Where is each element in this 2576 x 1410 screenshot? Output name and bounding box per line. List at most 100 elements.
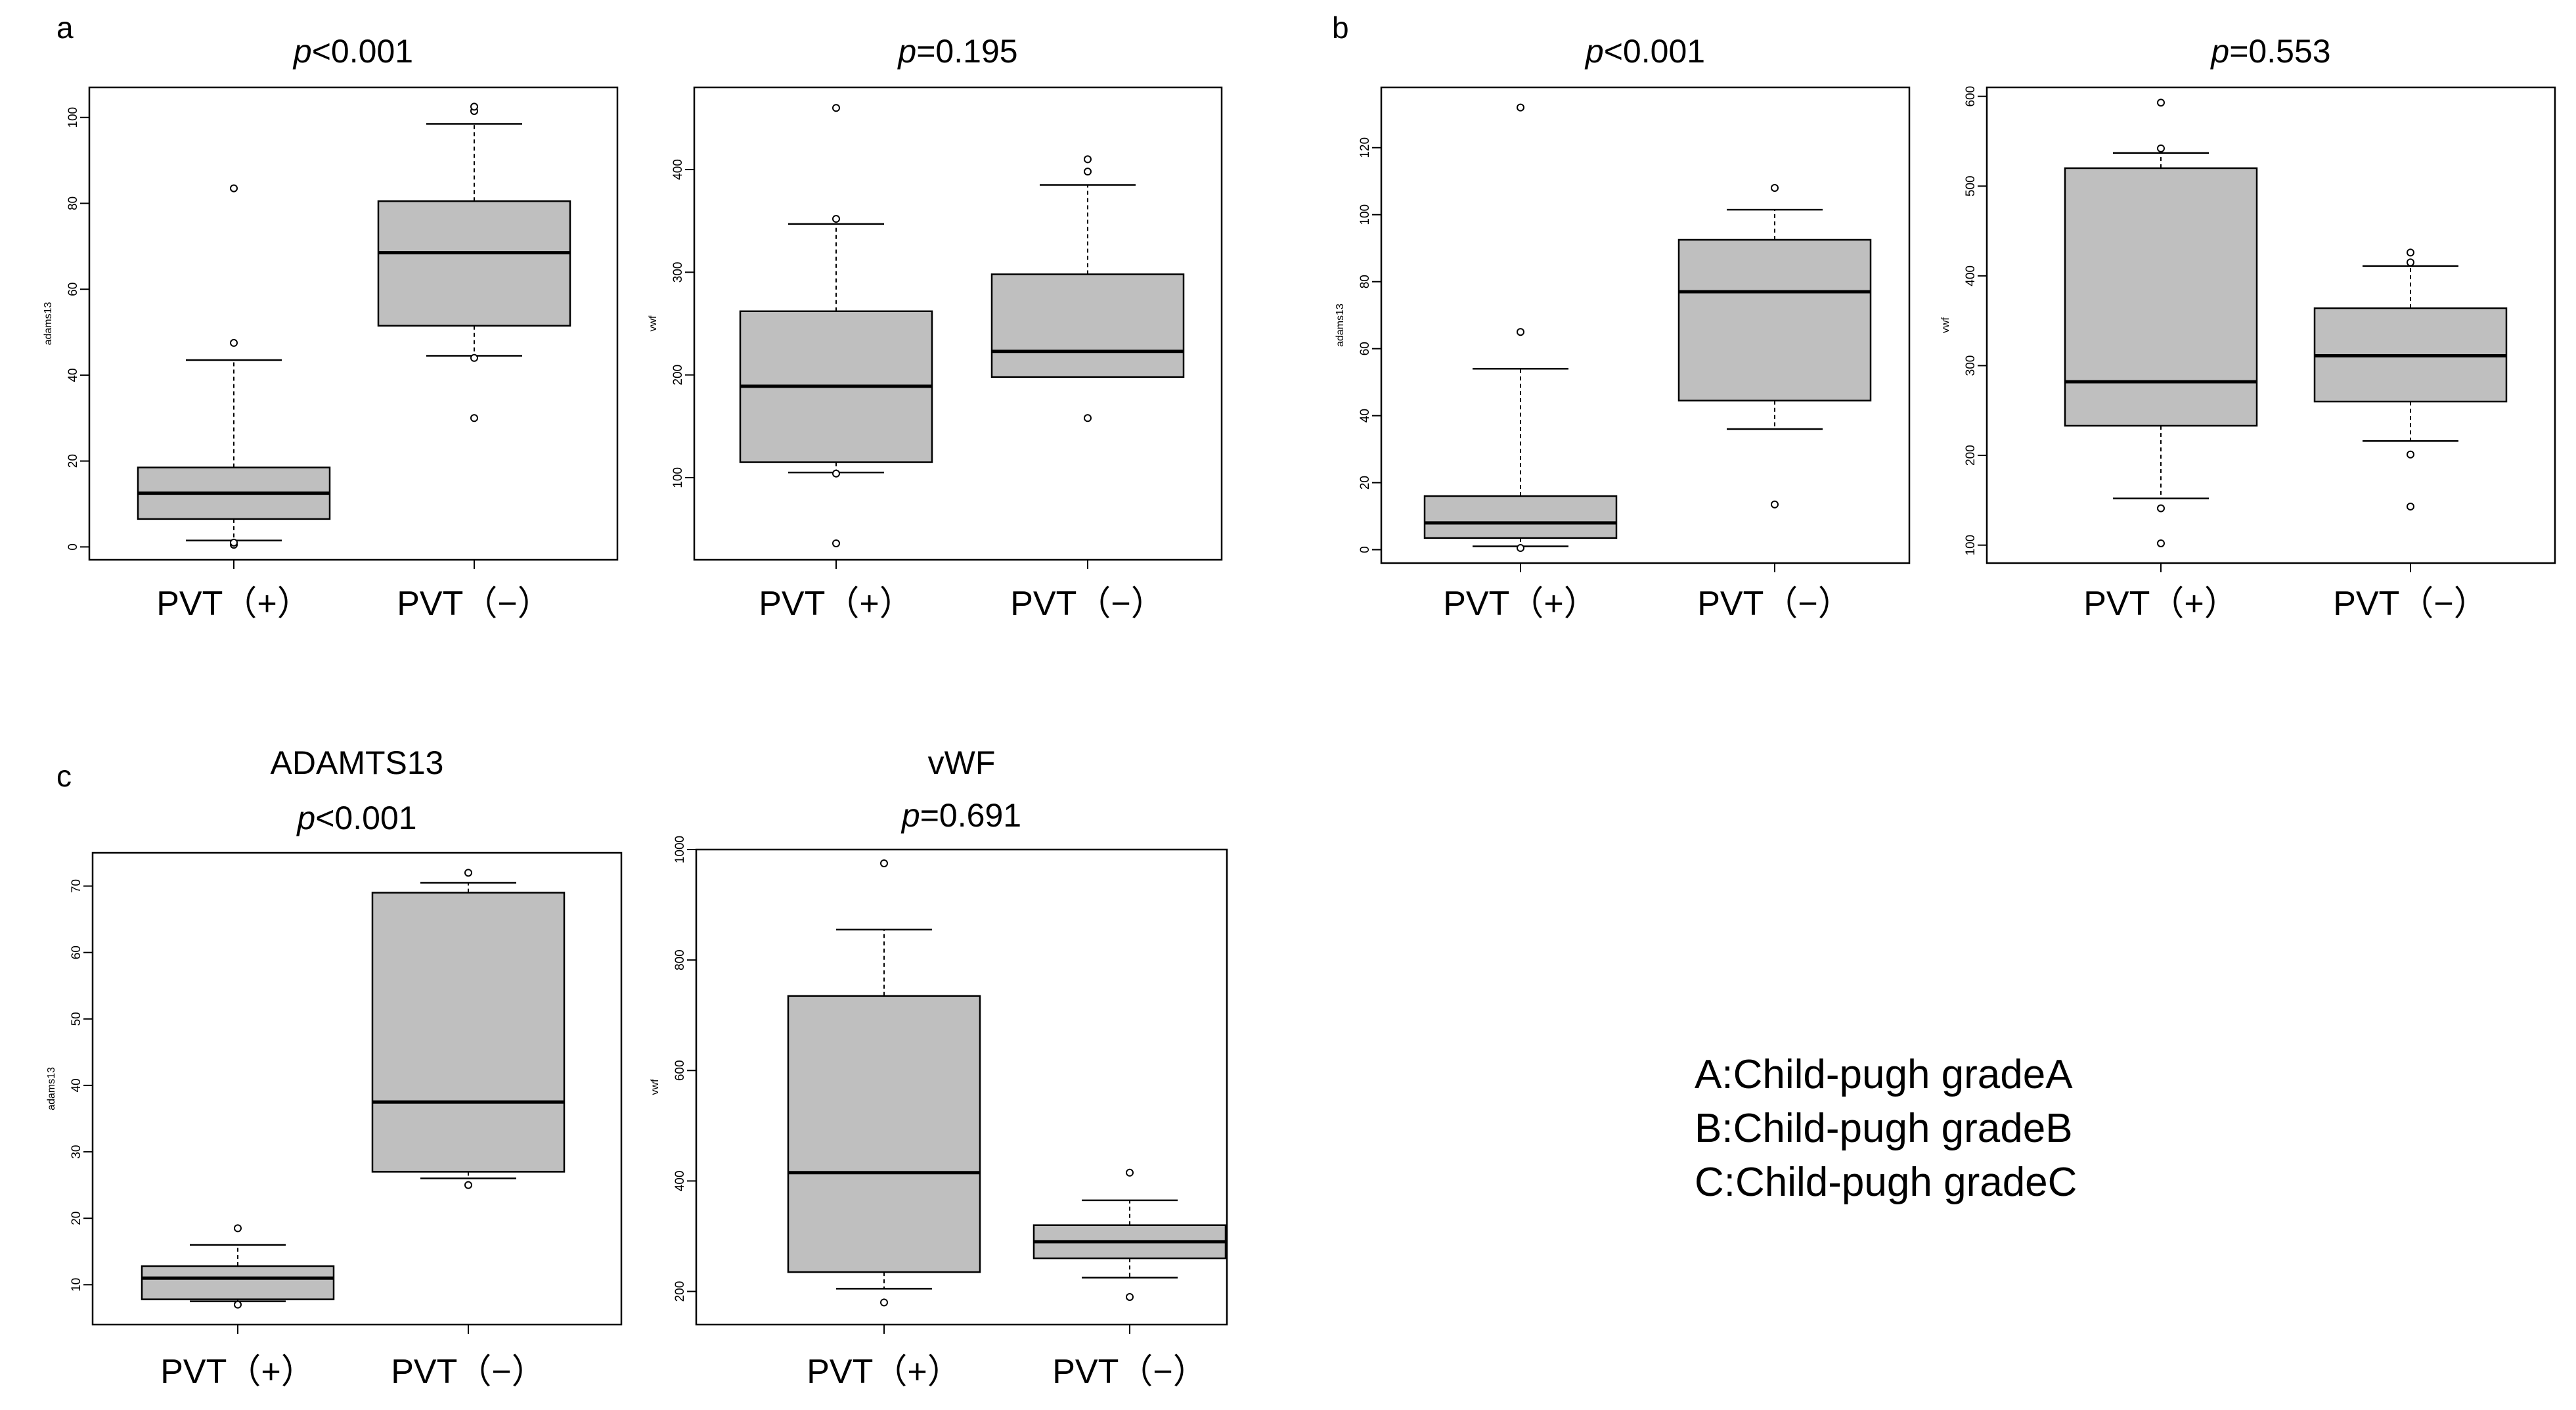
box-pvt-positive: PVT（+） [787,859,981,1391]
outlier-point [1771,500,1779,509]
plot-frame [88,86,619,561]
y-tick-label: 40 [66,368,80,382]
legend-grade-b: B:Child-pugh gradeB [1695,1106,2073,1151]
y-tick-label: 600 [1964,86,1978,107]
outlier-point [464,1181,472,1189]
box-pvt-positive: PVT（+） [739,104,933,623]
outlier-point [832,215,840,223]
p-value-title: p=0.195 [897,33,1017,70]
box-pvt-positive: PVT（+） [2064,99,2258,623]
y-tick-label: 40 [1358,409,1372,422]
outlier-point [1084,168,1092,176]
outlier-point [2407,450,2414,459]
y-tick-label: 80 [1358,275,1372,288]
category-label: PVT（+） [759,585,914,623]
iqr-box [787,995,981,1273]
iqr-box [1677,239,1872,401]
panel-letter-c: c [56,759,72,793]
y-tick-label: 100 [1358,204,1372,225]
outlier-point [1084,414,1092,422]
iqr-box [990,273,1185,378]
y-tick-label: 800 [673,949,687,970]
p-value: <0.001 [1604,33,1705,70]
y-tick-label: 120 [1358,137,1372,158]
y-axis-title: vwf [1940,317,1951,333]
category-label: PVT（+） [2083,585,2238,623]
grade-legend: A:Child-pugh gradeA B:Child-pugh gradeB … [1695,1052,2077,1205]
legend-grade-a: A:Child-pugh gradeA [1695,1052,2073,1097]
y-tick-label: 100 [66,107,80,128]
y-tick-label: 60 [1358,342,1372,355]
box-plot-a-adamts13: p<0.001 0 20 40 60 80 100 adams13 PVT（+） PVT（−） [43,33,619,623]
y-tick-label: 20 [70,1212,83,1225]
y-tick-label: 20 [1358,476,1372,489]
p-symbol: p [1584,33,1604,70]
y-tick-label: 200 [1964,445,1978,466]
outlier-point [2407,502,2414,511]
y-tick-label: 400 [673,1171,687,1192]
p-symbol: p [296,800,315,836]
y-tick-label: 30 [70,1145,83,1159]
outlier-point [230,184,238,193]
y-tick-label: 500 [1964,175,1978,196]
p-value-title: p<0.001 [1584,33,1705,70]
iqr-box [141,1265,335,1300]
box-pvt-negative: PVT（−） [1677,183,1872,623]
outlier-point [880,859,888,868]
outlier-point [470,353,478,362]
box-pvt-positive: PVT（+） [1423,103,1618,623]
y-axis-title: adams13 [1335,304,1346,347]
outlier-point [1084,155,1092,164]
p-value: =0.195 [916,33,1017,70]
outlier-point [1126,1168,1134,1177]
y-tick-label: 0 [66,543,80,551]
iqr-box [377,200,571,327]
outlier-point [464,869,472,877]
plot-frame [693,86,1223,561]
outlier-point [1517,103,1524,112]
box-plot-a-vwf: p=0.195 100 200 300 400 vwf PVT（+） PVT（−） [648,33,1223,623]
panel-letter-b: b [1332,11,1349,45]
y-tick-label: 20 [66,454,80,468]
p-value-title: p<0.001 [292,33,413,70]
panel-letter-a: a [56,11,74,45]
outlier-point [470,102,478,111]
y-tick-label: 400 [671,159,685,180]
outlier-point [2407,248,2414,257]
outlier-point [2157,504,2165,512]
y-axis-title: adams13 [43,302,54,345]
y-tick-label: 80 [66,196,80,210]
outlier-point [832,104,840,112]
y-tick-label: 200 [671,365,685,386]
y-tick-label: 40 [70,1078,83,1092]
outlier-point [1517,328,1524,336]
y-tick-label: 0 [1358,546,1372,553]
outlier-point [2407,258,2414,267]
outlier-point [2157,99,2165,107]
y-tick-label: 1000 [673,836,687,863]
p-value-title: p<0.001 [296,800,416,836]
y-tick-label: 70 [70,879,83,893]
outlier-point [1771,183,1779,192]
p-value-title: p=0.553 [2210,33,2330,70]
box-pvt-negative: PVT（−） [371,869,566,1391]
outlier-point [2157,539,2165,547]
y-tick-label: 10 [70,1278,83,1292]
y-tick-label: 60 [66,283,80,296]
plot-frame [695,848,1228,1326]
category-label: PVT（−） [391,1353,546,1391]
p-symbol: p [897,33,916,70]
category-label: PVT（+） [807,1353,962,1391]
legend-grade-c: C:Child-pugh gradeC [1695,1160,2077,1205]
outlier-point [230,338,238,347]
plot-frame [1380,86,1911,564]
outlier-point [1126,1292,1134,1301]
p-value-title: p=0.691 [900,797,1021,834]
box-plot-b-vwf: p=0.553 100 200 300 400 500 600 vwf PVT（+） PVT（−） [1940,33,2556,623]
box-pvt-positive: PVT（+） [137,184,331,623]
y-tick-label: 400 [1964,265,1978,286]
y-tick-label: 300 [671,262,685,283]
y-axis-title: adams13 [46,1067,57,1110]
